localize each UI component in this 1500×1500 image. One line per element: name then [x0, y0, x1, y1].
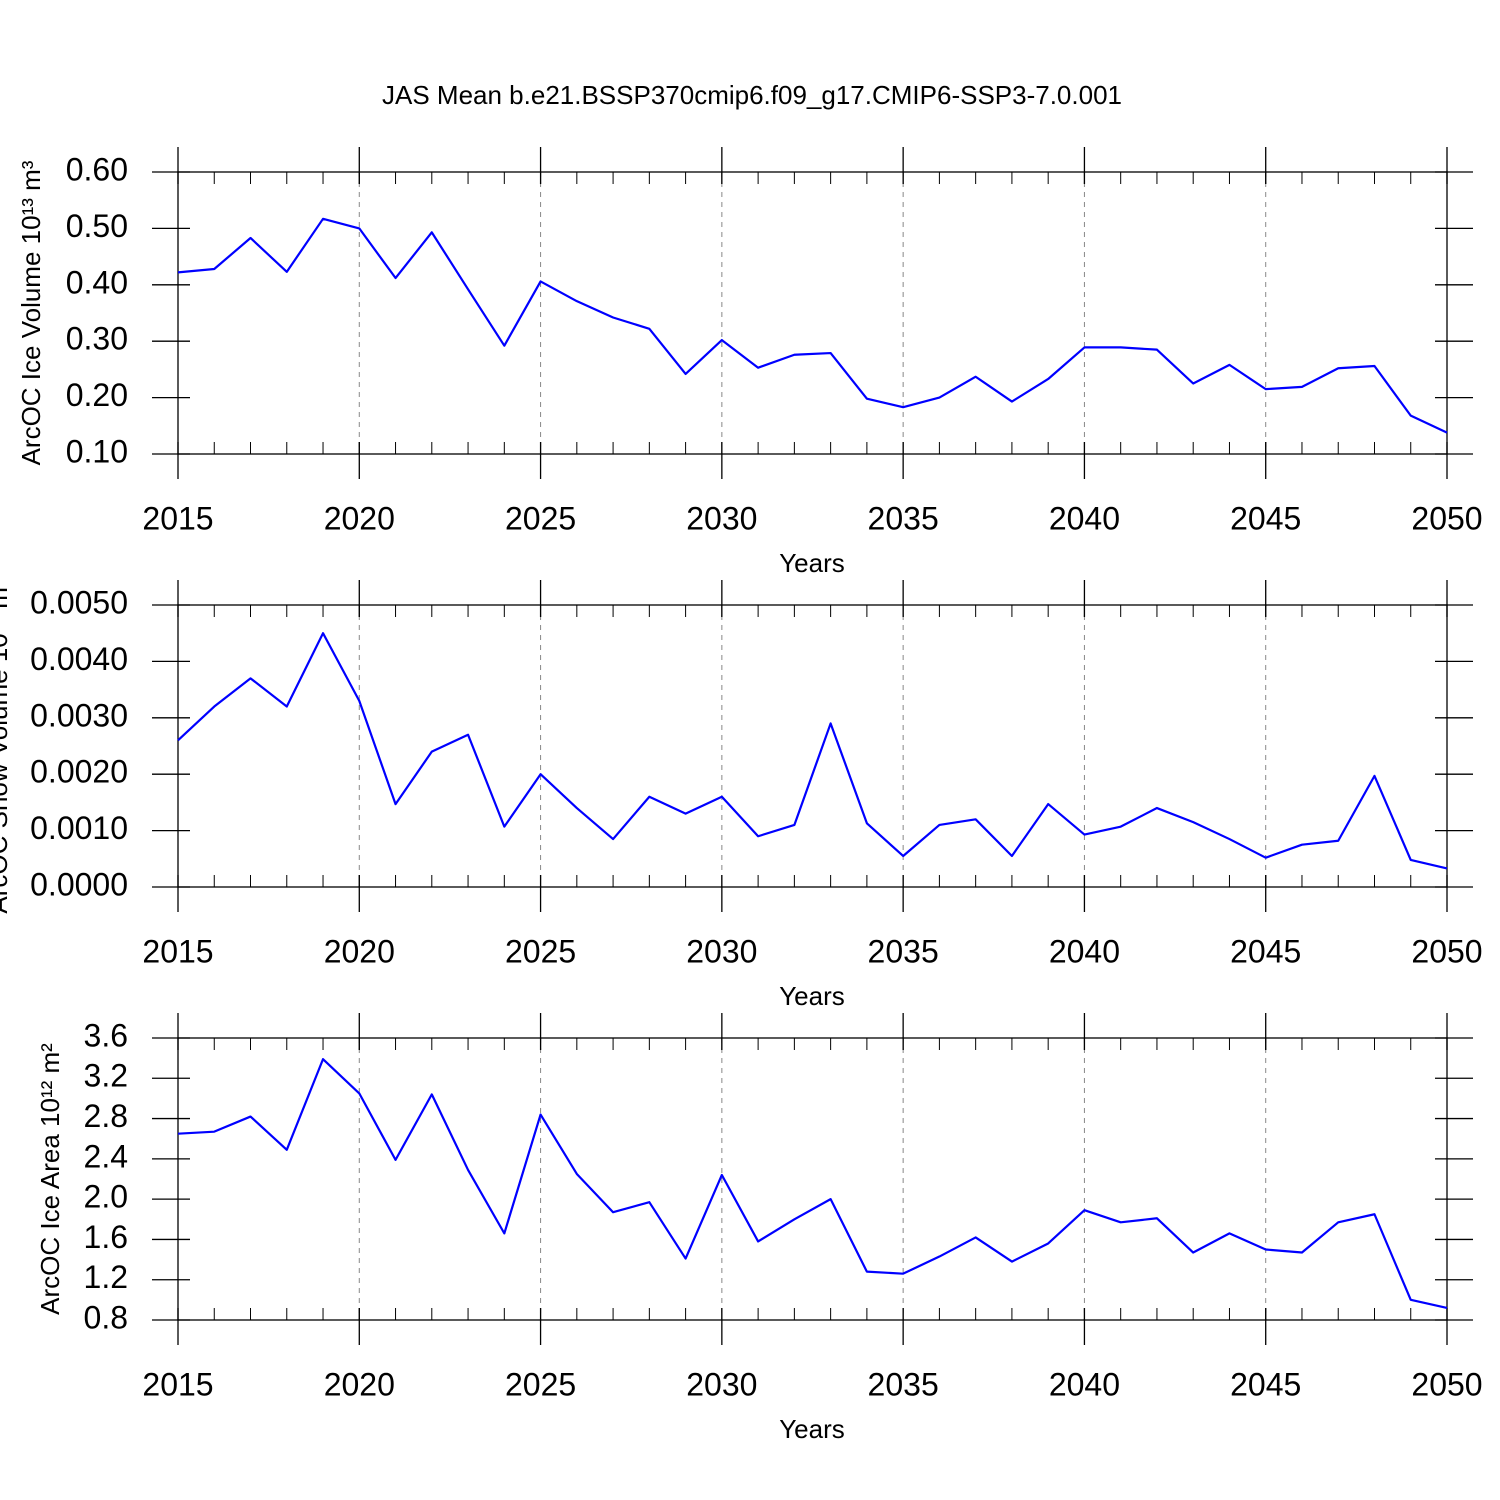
x-tick-label: 2020 [324, 933, 395, 969]
x-axis-label: Years [779, 548, 845, 578]
y-tick-label: 3.2 [84, 1058, 128, 1094]
x-tick-label: 2020 [324, 500, 395, 536]
x-axis-label: Years [779, 981, 845, 1011]
x-tick-label: 2040 [1049, 933, 1120, 969]
y-axis-label: ArcOC Ice Volume 10¹³ m³ [16, 160, 46, 465]
x-tick-label: 2040 [1049, 500, 1120, 536]
x-tick-label: 2025 [505, 500, 576, 536]
y-tick-label: 0.0030 [30, 697, 128, 733]
x-tick-label: 2035 [868, 933, 939, 969]
y-tick-label: 0.0040 [30, 641, 128, 677]
x-tick-label: 2030 [686, 1366, 757, 1402]
x-tick-label: 2050 [1411, 1366, 1482, 1402]
y-axis-label: ArcOC Ice Area 10¹² m² [35, 1043, 65, 1315]
x-tick-label: 2015 [142, 500, 213, 536]
plot-frame [177, 1037, 1448, 1321]
x-axis-label: Years [779, 1414, 845, 1444]
y-tick-label: 2.0 [84, 1179, 128, 1215]
data-line [177, 632, 1448, 870]
y-tick-label: 0.20 [66, 377, 128, 413]
x-tick-label: 2030 [686, 500, 757, 536]
y-tick-label: 1.6 [84, 1219, 128, 1255]
x-tick-label: 2015 [142, 933, 213, 969]
x-tick-label: 2050 [1411, 933, 1482, 969]
y-tick-label: 0.50 [66, 208, 128, 244]
y-tick-label: 0.30 [66, 321, 128, 357]
y-tick-label: 0.0000 [30, 866, 128, 902]
y-tick-label: 2.4 [84, 1138, 128, 1174]
plot-frame [177, 171, 1448, 455]
x-tick-label: 2050 [1411, 500, 1482, 536]
x-tick-label: 2030 [686, 933, 757, 969]
y-tick-label: 0.0010 [30, 810, 128, 846]
y-tick-label: 1.2 [84, 1259, 128, 1295]
y-tick-label: 0.40 [66, 264, 128, 300]
x-tick-label: 2045 [1230, 1366, 1301, 1402]
data-line [177, 217, 1448, 434]
plot-frame [177, 604, 1448, 888]
y-tick-label: 0.8 [84, 1299, 128, 1335]
x-tick-label: 2015 [142, 1366, 213, 1402]
x-tick-label: 2020 [324, 1366, 395, 1402]
data-line [177, 1058, 1448, 1309]
x-tick-label: 2025 [505, 1366, 576, 1402]
y-tick-label: 0.0050 [30, 584, 128, 620]
x-tick-label: 2035 [868, 500, 939, 536]
y-tick-label: 0.60 [66, 151, 128, 187]
x-tick-label: 2045 [1230, 500, 1301, 536]
x-tick-label: 2025 [505, 933, 576, 969]
x-tick-label: 2040 [1049, 1366, 1120, 1402]
figure-title: JAS Mean b.e21.BSSP370cmip6.f09_g17.CMIP… [382, 80, 1122, 110]
x-tick-label: 2045 [1230, 933, 1301, 969]
y-tick-label: 2.8 [84, 1098, 128, 1134]
x-tick-label: 2035 [868, 1366, 939, 1402]
y-tick-label: 0.10 [66, 433, 128, 469]
y-axis-label: ArcOC Snow Volume 10¹³ m³ [0, 578, 13, 914]
y-tick-label: 3.6 [84, 1017, 128, 1053]
y-tick-label: 0.0020 [30, 754, 128, 790]
